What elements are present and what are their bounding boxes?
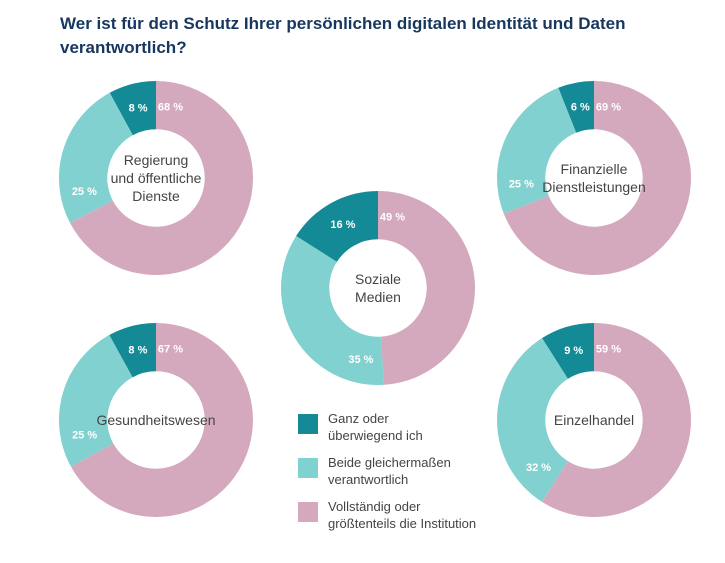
value-label-gesundheitswesen-institution: 67 % (158, 344, 183, 356)
value-label-finanzielle-beide: 25 % (509, 179, 534, 191)
legend-label-ich-line-2: überwiegend ich (328, 428, 423, 443)
slice-regierung-institution (70, 81, 253, 275)
legend-label-beide-line-2: verantwortlich (328, 472, 409, 487)
center-label-regierung-line-1: Regierung (124, 152, 189, 168)
center-label-regierung-line-2: und öffentliche (111, 170, 202, 186)
center-label-einzelhandel-line-1: Einzelhandel (554, 412, 634, 428)
value-label-einzelhandel-beide: 32 % (526, 462, 551, 474)
slice-gesundheitswesen-ich (109, 323, 156, 378)
slice-einzelhandel-beide (496, 338, 568, 502)
donut-gesundheitswesen: 8 % 25 % 67 % Gesundheitswesen (59, 323, 253, 517)
legend-swatch-ich (298, 414, 318, 434)
value-label-regierung-institution: 68 % (158, 102, 183, 114)
chart-title-line-2: verantwortlich? (60, 38, 187, 57)
slice-finanzielle-ich (558, 81, 594, 133)
center-label-gesundheitswesen-line-1: Gesundheitswesen (96, 412, 215, 428)
slice-soziale-medien-beide (280, 236, 385, 385)
center-label-soziale-medien-line-2: Medien (355, 289, 401, 305)
chart-title-line-1: Wer ist für den Schutz Ihrer persönliche… (60, 14, 626, 33)
legend-label-beide: Beide gleichermaßen verantwortlich (328, 454, 528, 488)
legend-label-institution-line-1: Vollständig oder (328, 499, 421, 514)
slice-finanzielle-institution (503, 81, 691, 275)
slice-soziale-medien-ich (296, 190, 378, 262)
center-label-regierung-line-3: Dienste (132, 188, 180, 204)
value-label-soziale-medien-ich: 16 % (330, 219, 355, 231)
chart-title: Wer ist für den Schutz Ihrer persönliche… (60, 12, 700, 60)
slice-finanzielle-beide (497, 87, 577, 214)
slice-gesundheitswesen-beide (59, 334, 133, 467)
legend-label-institution: Vollständig oder größtenteils die Instit… (328, 498, 528, 532)
value-label-finanzielle-ich: 6 % (571, 101, 590, 113)
value-label-einzelhandel-institution: 59 % (596, 344, 621, 356)
legend-swatch-beide (298, 458, 318, 478)
value-label-gesundheitswesen-ich: 8 % (128, 344, 147, 356)
value-label-soziale-medien-institution: 49 % (380, 212, 405, 224)
slice-regierung-ich (109, 81, 156, 136)
donut-einzelhandel: 9 % 32 % 59 % Einzelhandel (496, 323, 691, 517)
donut-finanzielle: 6 % 25 % 69 % Finanzielle Dienstleistungen (497, 81, 691, 275)
center-label-finanzielle-line-1: Finanzielle (561, 161, 628, 177)
legend-label-ich-line-1: Ganz oder (328, 411, 389, 426)
value-label-einzelhandel-ich: 9 % (564, 345, 583, 357)
slice-soziale-medien-institution (378, 191, 475, 385)
donut-regierung: 8 % 25 % 68 % Regierung und öffentliche Diens… (58, 81, 253, 275)
value-label-gesundheitswesen-beide: 25 % (72, 430, 97, 442)
value-label-finanzielle-institution: 69 % (596, 102, 621, 114)
value-label-regierung-ich: 8 % (129, 102, 148, 114)
legend-label-ich: Ganz oder überwiegend ich (328, 410, 528, 444)
donut-soziale-medien: 16 % 35 % 49 % Soziale Medien (280, 190, 475, 385)
legend-label-beide-line-1: Beide gleichermaßen (328, 455, 451, 470)
slice-einzelhandel-ich (542, 323, 594, 379)
slice-regierung-beide (58, 92, 133, 223)
center-label-soziale-medien-line-1: Soziale (355, 271, 401, 287)
legend-label-institution-line-2: größtenteils die Institution (328, 516, 477, 531)
slice-einzelhandel-institution (542, 323, 691, 517)
value-label-soziale-medien-beide: 35 % (348, 354, 373, 366)
slice-gesundheitswesen-institution (70, 323, 253, 517)
center-label-finanzielle-line-2: Dienstleistungen (542, 179, 646, 195)
value-label-regierung-beide: 25 % (72, 186, 97, 198)
legend-swatch-institution (298, 502, 318, 522)
